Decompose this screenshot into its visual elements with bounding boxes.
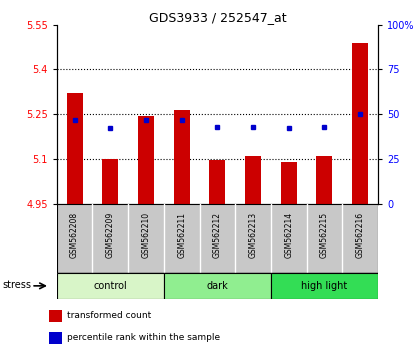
Bar	[281, 162, 297, 204]
Bar	[57, 273, 164, 299]
Bar	[49, 332, 62, 344]
Bar	[102, 159, 118, 204]
Bar	[49, 310, 62, 322]
Text: GSM562216: GSM562216	[356, 212, 365, 258]
Bar	[352, 42, 368, 204]
Text: GSM562212: GSM562212	[213, 212, 222, 258]
Title: GDS3933 / 252547_at: GDS3933 / 252547_at	[149, 11, 286, 24]
Text: GSM562215: GSM562215	[320, 212, 329, 258]
Text: percentile rank within the sample: percentile rank within the sample	[67, 333, 220, 342]
Text: stress: stress	[3, 280, 32, 290]
Bar	[245, 156, 261, 204]
Text: GSM562214: GSM562214	[284, 212, 293, 258]
Bar	[209, 160, 226, 204]
Text: transformed count: transformed count	[67, 312, 151, 320]
Text: high light: high light	[301, 281, 348, 291]
Bar	[66, 93, 83, 204]
Bar	[138, 116, 154, 204]
Text: GSM562213: GSM562213	[249, 212, 257, 258]
Bar	[173, 110, 190, 204]
Text: dark: dark	[207, 281, 228, 291]
Text: GSM562210: GSM562210	[142, 212, 150, 258]
Text: GSM562211: GSM562211	[177, 212, 186, 258]
Bar	[271, 273, 378, 299]
Bar	[316, 156, 333, 204]
Bar	[164, 273, 271, 299]
Text: GSM562208: GSM562208	[70, 212, 79, 258]
Text: control: control	[93, 281, 127, 291]
Text: GSM562209: GSM562209	[106, 212, 115, 258]
